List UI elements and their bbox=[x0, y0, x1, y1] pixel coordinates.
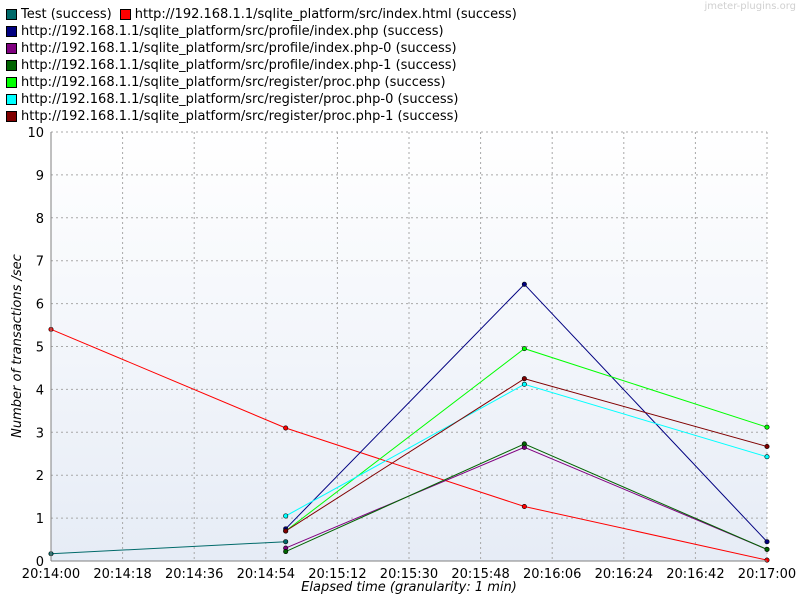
legend-swatch bbox=[6, 77, 17, 88]
x-tick-label: 20:16:24 bbox=[595, 567, 653, 582]
legend-label: http://192.168.1.1/sqlite_platform/src/r… bbox=[21, 92, 459, 107]
plot-background bbox=[51, 132, 767, 561]
y-axis-title: Number of transactions /sec bbox=[10, 254, 25, 438]
legend-item: http://192.168.1.1/sqlite_platform/src/p… bbox=[6, 40, 457, 57]
data-point bbox=[283, 513, 289, 519]
legend-row: http://192.168.1.1/sqlite_platform/src/r… bbox=[6, 108, 566, 125]
legend-row: http://192.168.1.1/sqlite_platform/src/r… bbox=[6, 91, 566, 108]
data-point bbox=[283, 539, 289, 545]
legend-item: http://192.168.1.1/sqlite_platform/src/p… bbox=[6, 57, 457, 74]
y-tick-label: 5 bbox=[36, 341, 44, 356]
x-tick-label: 20:17:00 bbox=[738, 567, 796, 582]
y-tick-label: 7 bbox=[36, 255, 44, 270]
data-point bbox=[764, 424, 770, 430]
y-tick-label: 3 bbox=[36, 426, 44, 441]
data-point bbox=[521, 441, 527, 447]
data-point bbox=[521, 281, 527, 287]
legend-item: http://192.168.1.1/sqlite_platform/src/r… bbox=[6, 91, 458, 108]
data-point bbox=[521, 346, 527, 352]
x-tick-label: 20:14:18 bbox=[93, 567, 151, 582]
legend-label: http://192.168.1.1/sqlite_platform/src/r… bbox=[21, 75, 446, 90]
x-tick-label: 20:15:30 bbox=[380, 567, 438, 582]
legend-label: http://192.168.1.1/sqlite_platform/src/p… bbox=[21, 41, 457, 56]
legend-item: http://192.168.1.1/sqlite_platform/src/p… bbox=[6, 23, 444, 40]
legend-item: http://192.168.1.1/sqlite_platform/src/i… bbox=[119, 6, 517, 23]
axes: 0 1 2 3 4 5 6 7 8 9 10 20:14:00 20:14:18 20:14:36 20:1… bbox=[22, 126, 796, 582]
x-tick-label: 20:14:36 bbox=[165, 567, 223, 582]
data-point bbox=[764, 443, 770, 449]
legend-row: Test (success) http://192.168.1.1/sqlite_… bbox=[6, 6, 566, 23]
data-point bbox=[764, 454, 770, 460]
legend-label: http://192.168.1.1/sqlite_platform/src/i… bbox=[134, 7, 517, 22]
data-point bbox=[521, 376, 527, 382]
legend-item: http://192.168.1.1/sqlite_platform/src/r… bbox=[6, 74, 446, 91]
x-tick-label: 20:14:00 bbox=[22, 567, 80, 582]
y-tick-label: 8 bbox=[36, 212, 44, 227]
y-tick-label: 2 bbox=[36, 469, 44, 484]
x-axis-title: Elapsed time (granularity: 1 min) bbox=[301, 580, 517, 595]
y-tick-label: 6 bbox=[36, 298, 44, 313]
y-tick-label: 10 bbox=[27, 126, 44, 141]
legend-label: http://192.168.1.1/sqlite_platform/src/p… bbox=[21, 58, 457, 73]
data-point bbox=[764, 539, 770, 545]
y-tick-label: 4 bbox=[36, 383, 44, 398]
x-tick-label: 20:15:48 bbox=[451, 567, 509, 582]
legend: Test (success) http://192.168.1.1/sqlite_… bbox=[6, 6, 566, 125]
legend-row: http://192.168.1.1/sqlite_platform/src/p… bbox=[6, 23, 566, 40]
legend-label: http://192.168.1.1/sqlite_platform/src/r… bbox=[21, 109, 459, 124]
legend-item: http://192.168.1.1/sqlite_platform/src/r… bbox=[6, 108, 458, 125]
grid bbox=[51, 131, 768, 561]
legend-swatch bbox=[6, 111, 17, 122]
legend-swatch bbox=[119, 9, 131, 20]
data-point bbox=[283, 425, 289, 431]
legend-swatch bbox=[6, 43, 17, 54]
data-point bbox=[764, 557, 770, 563]
x-tick-label: 20:16:42 bbox=[666, 567, 724, 582]
x-tick-label: 20:14:54 bbox=[237, 567, 295, 582]
legend-label: http://192.168.1.1/sqlite_platform/src/p… bbox=[21, 24, 444, 39]
x-tick-label: 20:15:12 bbox=[308, 567, 366, 582]
legend-swatch bbox=[6, 60, 17, 71]
data-point bbox=[521, 381, 527, 387]
legend-swatch bbox=[6, 26, 17, 37]
series-line-1 bbox=[50, 328, 768, 561]
series-layer bbox=[48, 281, 770, 563]
legend-swatch bbox=[6, 9, 17, 20]
legend-label: Test (success) bbox=[21, 7, 112, 22]
y-tick-label: 9 bbox=[36, 169, 44, 184]
data-point bbox=[521, 504, 527, 510]
data-point bbox=[283, 528, 289, 534]
y-tick-label: 0 bbox=[36, 555, 44, 570]
legend-swatch bbox=[6, 94, 17, 105]
legend-row: http://192.168.1.1/sqlite_platform/src/p… bbox=[6, 57, 566, 74]
legend-row: http://192.168.1.1/sqlite_platform/src/p… bbox=[6, 40, 566, 57]
series-line-0 bbox=[50, 541, 286, 555]
watermark: jmeter-plugins.org bbox=[704, 1, 796, 12]
data-point bbox=[283, 549, 289, 555]
data-point bbox=[764, 546, 770, 552]
legend-row: http://192.168.1.1/sqlite_platform/src/r… bbox=[6, 74, 566, 91]
x-tick-label: 20:16:06 bbox=[523, 567, 581, 582]
legend-item: Test (success) bbox=[6, 6, 112, 23]
y-tick-label: 1 bbox=[36, 512, 44, 527]
